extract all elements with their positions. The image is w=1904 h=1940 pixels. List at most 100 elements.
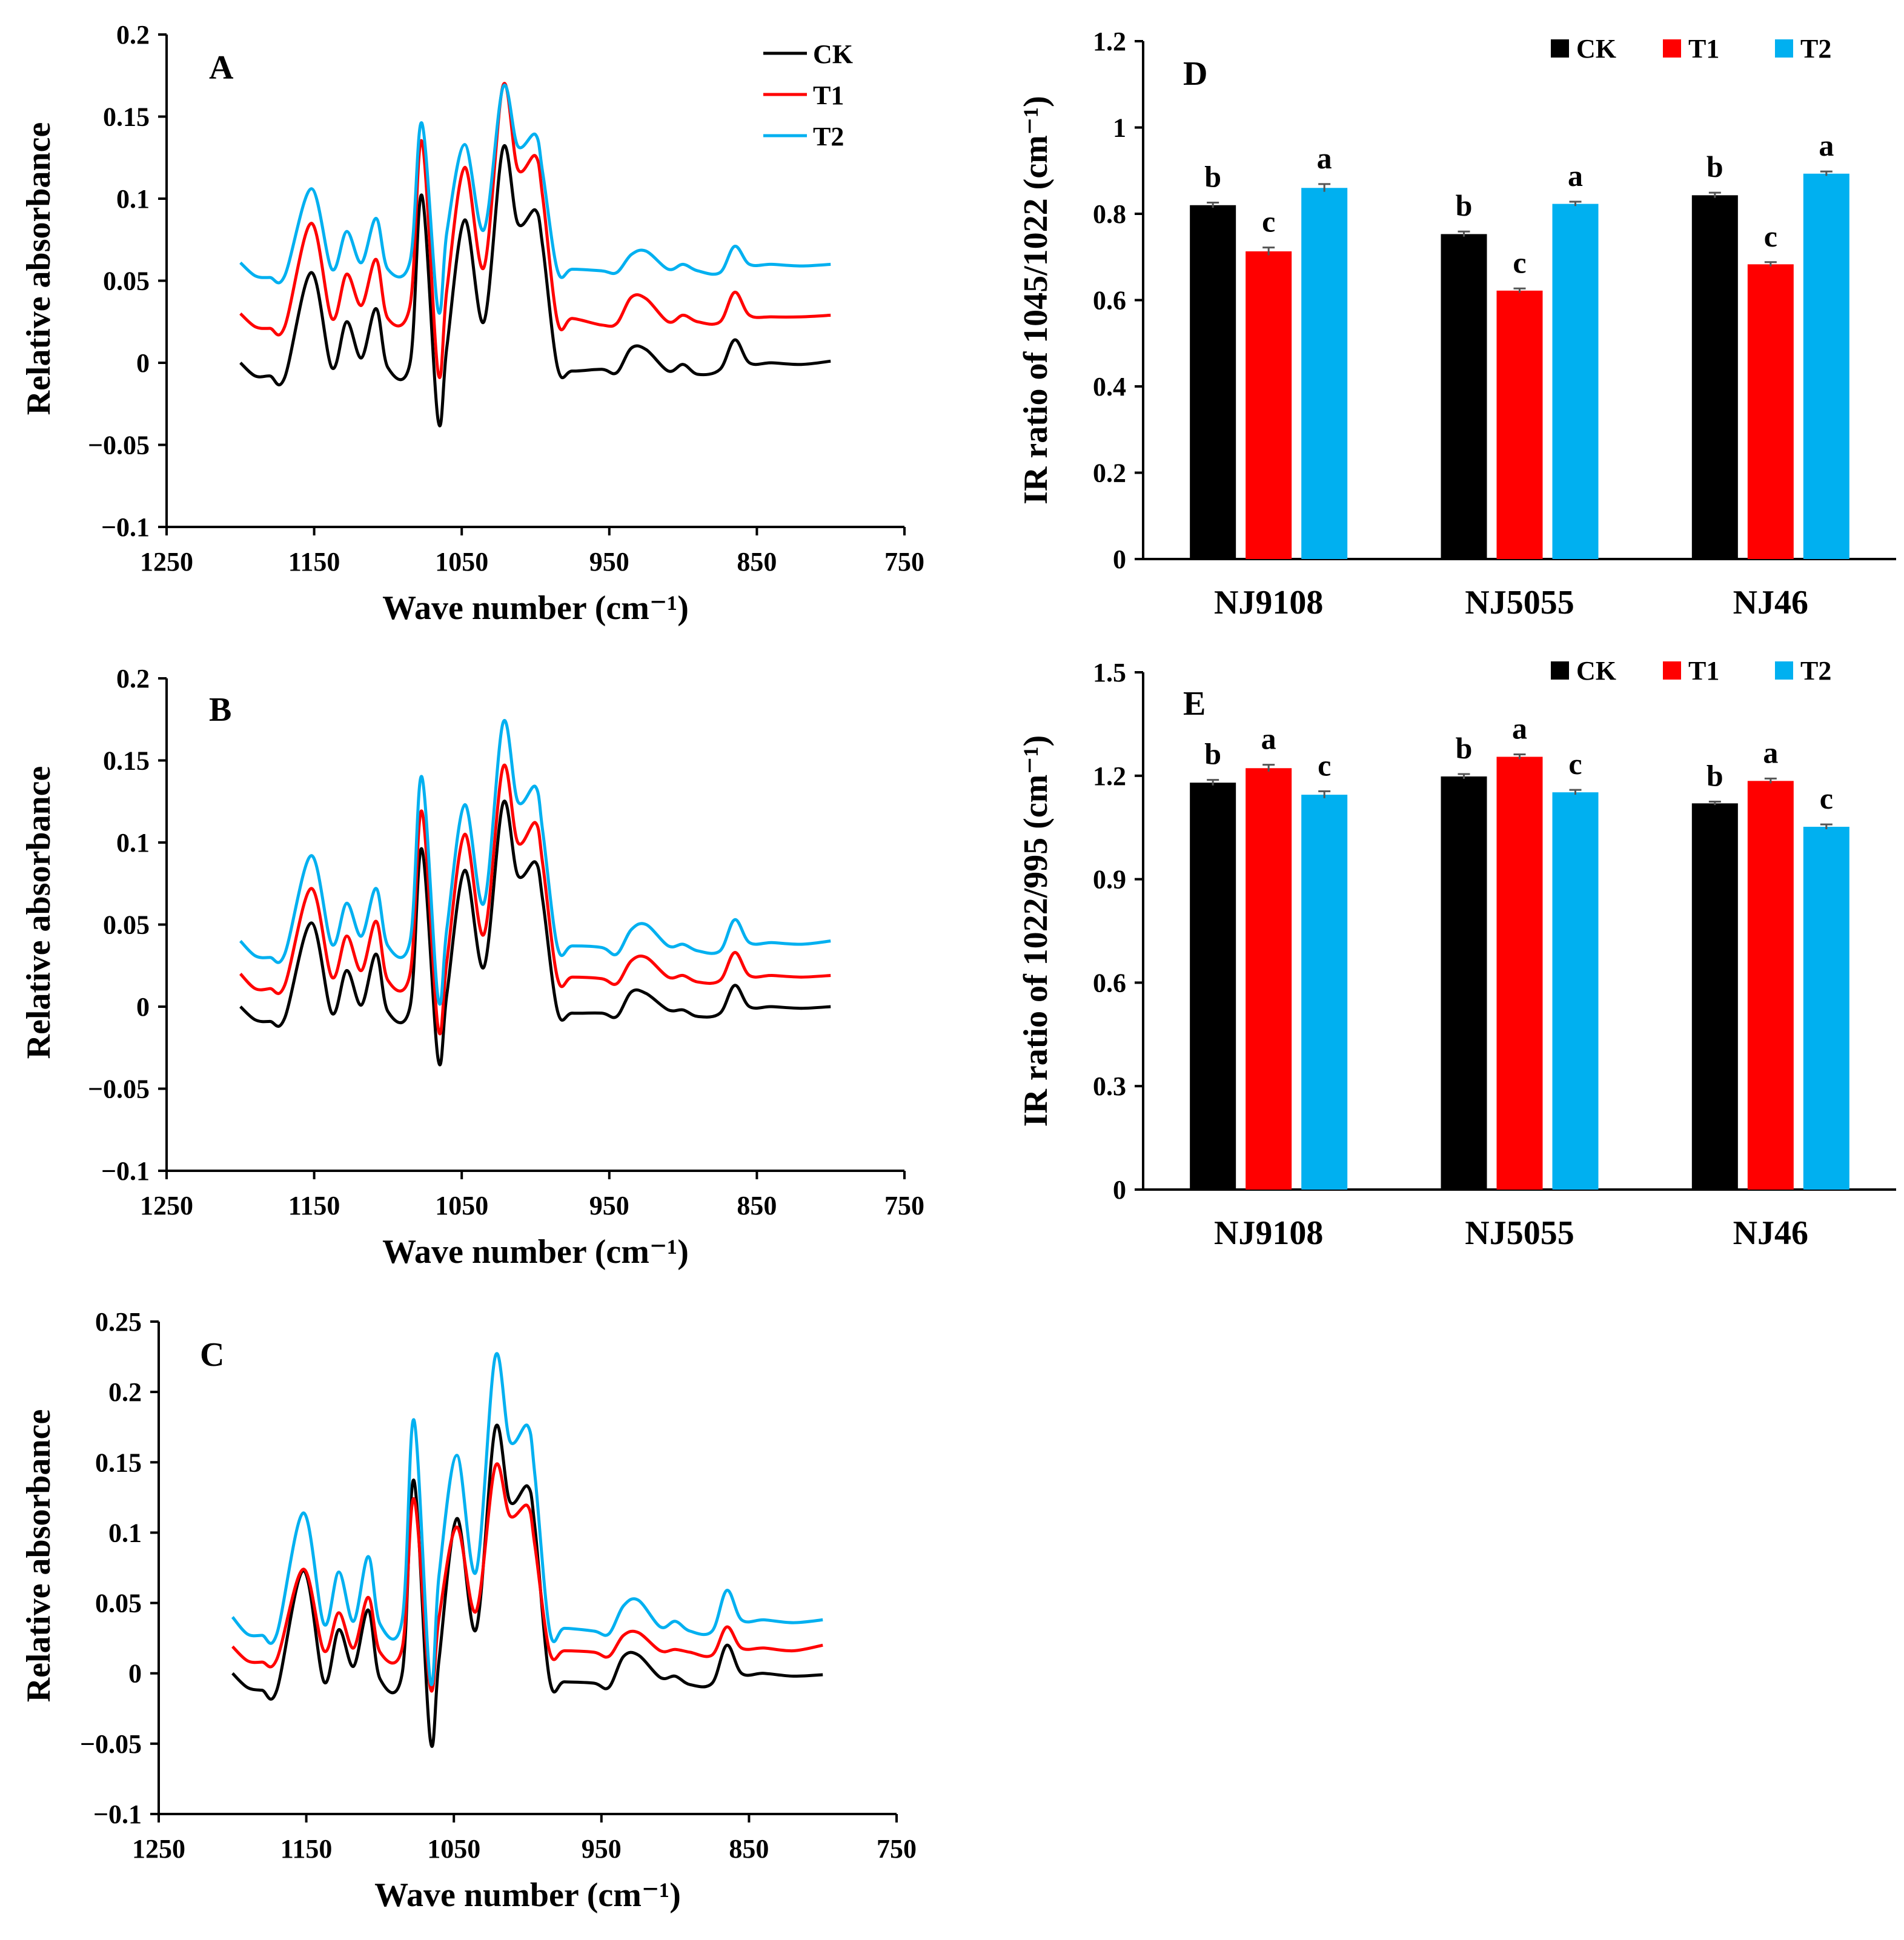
y-axis-title: IR ratio of 1022/995 (cm⁻¹) xyxy=(1017,735,1055,1127)
y-tick-label: 0.4 xyxy=(1093,372,1126,402)
y-tick-label: −0.1 xyxy=(101,1156,150,1186)
y-tick-label: 0.25 xyxy=(95,1307,142,1337)
panel-label: B xyxy=(209,691,231,729)
legend-label-t2: T2 xyxy=(1800,34,1831,64)
series-line-ck xyxy=(239,144,831,428)
y-tick-label: 0.8 xyxy=(1093,199,1126,229)
significance-letter: b xyxy=(1456,188,1473,222)
x-tick-label: 950 xyxy=(589,547,629,577)
legend-swatch-ck xyxy=(1551,39,1569,58)
panel-label: D xyxy=(1183,55,1207,93)
y-tick-label: 0 xyxy=(136,348,150,378)
bar-ck xyxy=(1190,783,1236,1190)
significance-letter: a xyxy=(1512,712,1527,746)
significance-letter: a xyxy=(1317,141,1332,175)
bar-t2 xyxy=(1552,792,1599,1190)
y-axis-title: Relative absorbance xyxy=(20,766,58,1059)
bar-t1 xyxy=(1747,781,1794,1190)
significance-letter: c xyxy=(1513,245,1526,279)
bar-t2 xyxy=(1301,795,1348,1190)
x-tick-label: 1050 xyxy=(427,1834,480,1864)
y-tick-label: 0.3 xyxy=(1093,1071,1126,1101)
bar-t2 xyxy=(1803,827,1849,1190)
y-tick-label: −0.1 xyxy=(93,1799,142,1829)
series-line-t1 xyxy=(231,1462,823,1693)
legend-label-t2: T2 xyxy=(1800,656,1831,686)
bar-ck xyxy=(1190,205,1236,559)
significance-letter: c xyxy=(1820,781,1833,815)
significance-letter: a xyxy=(1261,722,1276,756)
x-tick-label: 1150 xyxy=(280,1834,333,1864)
category-label: NJ46 xyxy=(1733,1214,1808,1252)
line-chart-B: −0.1 −0.05 0 0.05 0.1 0.15 0.2 1250 1150 1050 950 8… xyxy=(20,664,924,1271)
x-axis-title: Wave number (cm⁻¹) xyxy=(382,589,689,627)
legend-swatch-t1 xyxy=(1663,39,1681,58)
legend-label-ck: CK xyxy=(1576,34,1616,64)
y-tick-label: 0.15 xyxy=(95,1448,142,1477)
series-line-t1 xyxy=(239,82,831,379)
category-label: NJ5055 xyxy=(1465,584,1574,621)
series-line-t2 xyxy=(231,1352,823,1687)
x-axis-title: Wave number (cm⁻¹) xyxy=(374,1876,681,1914)
panel-label: A xyxy=(209,49,234,87)
legend-swatch-t1 xyxy=(1663,661,1681,680)
significance-letter: b xyxy=(1707,150,1723,184)
y-tick-label: 1.2 xyxy=(1093,27,1126,56)
bar-t1 xyxy=(1496,290,1543,559)
significance-letter: c xyxy=(1262,205,1275,239)
y-axis-title: Relative absorbance xyxy=(20,1409,58,1703)
series-line-ck xyxy=(231,1423,823,1748)
legend-label-t1: T1 xyxy=(1688,34,1719,64)
x-tick-label: 850 xyxy=(737,1191,777,1220)
y-axis-title: Relative absorbance xyxy=(20,122,58,415)
y-tick-label: −0.05 xyxy=(88,1074,150,1104)
y-tick-label: 0.1 xyxy=(108,1518,142,1548)
bar-t1 xyxy=(1246,768,1292,1190)
line-chart-C: −0.1 −0.05 0 0.05 0.1 0.15 0.2 0.25 1250 1150 1050… xyxy=(20,1307,917,1914)
line-chart-A: −0.1 −0.05 0 0.05 0.1 0.15 0.2 1250 1150 1050 950 8… xyxy=(20,20,924,627)
y-tick-label: 1.2 xyxy=(1093,761,1126,791)
bar-t2 xyxy=(1301,188,1348,559)
x-tick-label: 750 xyxy=(884,547,924,577)
y-tick-label: 0.05 xyxy=(103,910,150,940)
y-tick-label: 0.15 xyxy=(103,746,150,776)
x-axis-title: Wave number (cm⁻¹) xyxy=(382,1233,689,1271)
x-tick-label: 950 xyxy=(582,1834,622,1864)
x-tick-label: 1150 xyxy=(288,547,340,577)
legend-swatch-ck xyxy=(1551,661,1569,680)
x-tick-label: 850 xyxy=(729,1834,769,1864)
y-axis-title: IR ratio of 1045/1022 (cm⁻¹) xyxy=(1017,96,1055,505)
significance-letter: b xyxy=(1707,759,1723,793)
bar-chart-D: 0 0.2 0.4 0.6 0.8 1 1.2 IR ratio of 1045/1022 (… xyxy=(1017,27,1896,621)
significance-letter: c xyxy=(1318,748,1331,782)
y-tick-label: 0.2 xyxy=(116,20,150,50)
significance-letter: a xyxy=(1763,735,1778,769)
x-tick-label: 750 xyxy=(884,1191,924,1220)
bar-ck xyxy=(1441,234,1487,559)
y-tick-label: −0.05 xyxy=(80,1729,142,1759)
legend-label-t2: T2 xyxy=(813,122,844,151)
category-label: NJ46 xyxy=(1733,584,1808,621)
y-tick-label: 0.2 xyxy=(116,664,150,694)
x-tick-label: 950 xyxy=(589,1191,629,1220)
category-label: NJ9108 xyxy=(1214,1214,1323,1252)
y-tick-label: 0 xyxy=(1113,1175,1126,1205)
legend-label-ck: CK xyxy=(813,39,853,69)
series-line-t2 xyxy=(239,719,831,1006)
bar-t2 xyxy=(1803,173,1849,559)
y-tick-label: 0.05 xyxy=(95,1589,142,1618)
y-tick-label: −0.1 xyxy=(101,512,150,542)
significance-letter: b xyxy=(1204,159,1221,193)
y-tick-label: 0 xyxy=(128,1659,142,1689)
y-tick-label: 1.5 xyxy=(1093,658,1126,687)
y-tick-label: 0.9 xyxy=(1093,865,1126,895)
x-tick-label: 850 xyxy=(737,547,777,577)
legend-swatch-t2 xyxy=(1775,39,1793,58)
y-tick-label: 0.05 xyxy=(103,267,150,296)
legend-swatch-t2 xyxy=(1775,661,1793,680)
y-tick-label: 0.1 xyxy=(116,184,150,214)
significance-letter: a xyxy=(1568,159,1583,193)
y-tick-label: 0.6 xyxy=(1093,968,1126,998)
y-tick-label: 0.2 xyxy=(108,1377,142,1407)
y-tick-label: 0.15 xyxy=(103,102,150,132)
